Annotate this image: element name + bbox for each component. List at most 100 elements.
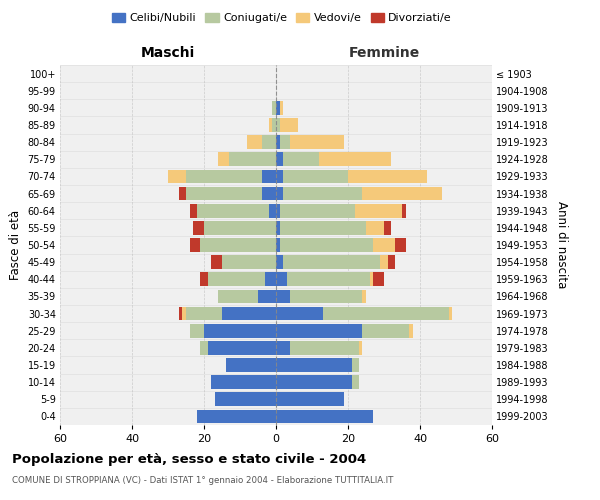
Bar xyxy=(276,221,280,234)
Bar xyxy=(265,272,276,286)
Bar xyxy=(287,272,370,286)
Bar xyxy=(218,152,229,166)
Bar xyxy=(211,376,276,389)
Bar xyxy=(362,186,442,200)
Bar xyxy=(276,272,287,286)
Bar xyxy=(319,152,391,166)
Bar xyxy=(226,358,276,372)
Bar xyxy=(290,136,344,149)
Bar xyxy=(186,306,222,320)
Y-axis label: Fasce di età: Fasce di età xyxy=(9,210,22,280)
Bar xyxy=(197,410,276,424)
Bar xyxy=(276,152,283,166)
Bar xyxy=(366,221,384,234)
Bar xyxy=(272,118,276,132)
Bar xyxy=(276,290,290,304)
Bar xyxy=(276,324,362,338)
Text: COMUNE DI STROPPIANA (VC) - Dati ISTAT 1° gennaio 2004 - Elaborazione TUTTITALIA: COMUNE DI STROPPIANA (VC) - Dati ISTAT 1… xyxy=(12,476,394,485)
Bar xyxy=(218,290,258,304)
Bar xyxy=(229,152,276,166)
Bar xyxy=(290,290,362,304)
Bar xyxy=(262,186,276,200)
Bar xyxy=(370,272,373,286)
Bar xyxy=(186,186,262,200)
Bar xyxy=(200,272,208,286)
Bar xyxy=(190,324,204,338)
Bar xyxy=(222,256,276,269)
Bar xyxy=(280,118,298,132)
Bar xyxy=(182,306,186,320)
Bar xyxy=(280,204,355,218)
Bar xyxy=(280,221,366,234)
Bar xyxy=(269,118,272,132)
Bar xyxy=(168,170,186,183)
Bar xyxy=(179,186,186,200)
Bar xyxy=(276,306,323,320)
Bar xyxy=(262,170,276,183)
Bar xyxy=(355,204,402,218)
Bar xyxy=(276,256,283,269)
Bar xyxy=(402,204,406,218)
Bar xyxy=(276,358,352,372)
Bar xyxy=(352,376,359,389)
Bar xyxy=(449,306,452,320)
Bar xyxy=(362,290,366,304)
Bar xyxy=(247,136,262,149)
Bar xyxy=(276,118,280,132)
Bar xyxy=(190,238,200,252)
Bar xyxy=(186,170,262,183)
Bar xyxy=(283,170,348,183)
Bar xyxy=(276,186,283,200)
Bar xyxy=(276,170,283,183)
Bar xyxy=(373,238,395,252)
Bar xyxy=(190,204,197,218)
Bar xyxy=(362,324,409,338)
Bar xyxy=(395,238,406,252)
Bar xyxy=(215,392,276,406)
Y-axis label: Anni di nascita: Anni di nascita xyxy=(556,202,568,288)
Bar xyxy=(388,256,395,269)
Bar xyxy=(380,256,388,269)
Bar xyxy=(272,101,276,114)
Bar xyxy=(208,272,265,286)
Bar xyxy=(290,341,359,354)
Bar xyxy=(283,186,362,200)
Bar xyxy=(359,341,362,354)
Bar xyxy=(211,256,222,269)
Bar xyxy=(409,324,413,338)
Bar xyxy=(204,221,276,234)
Bar xyxy=(208,341,276,354)
Bar xyxy=(283,256,380,269)
Text: Femmine: Femmine xyxy=(349,46,419,60)
Bar xyxy=(200,341,208,354)
Bar xyxy=(197,204,269,218)
Bar xyxy=(283,152,319,166)
Legend: Celibi/Nubili, Coniugati/e, Vedovi/e, Divorziati/e: Celibi/Nubili, Coniugati/e, Vedovi/e, Di… xyxy=(107,8,457,28)
Bar xyxy=(276,392,344,406)
Bar xyxy=(348,170,427,183)
Bar xyxy=(179,306,182,320)
Bar xyxy=(276,238,280,252)
Bar xyxy=(280,101,283,114)
Bar xyxy=(204,324,276,338)
Bar xyxy=(280,238,373,252)
Bar xyxy=(276,410,373,424)
Bar xyxy=(262,136,276,149)
Bar xyxy=(193,221,204,234)
Bar xyxy=(276,341,290,354)
Bar xyxy=(258,290,276,304)
Bar xyxy=(276,376,352,389)
Bar xyxy=(222,306,276,320)
Bar xyxy=(276,136,280,149)
Bar xyxy=(280,136,290,149)
Bar xyxy=(276,101,280,114)
Bar xyxy=(200,238,276,252)
Bar xyxy=(352,358,359,372)
Text: Popolazione per età, sesso e stato civile - 2004: Popolazione per età, sesso e stato civil… xyxy=(12,452,366,466)
Bar xyxy=(276,204,280,218)
Bar xyxy=(269,204,276,218)
Bar xyxy=(373,272,384,286)
Text: Maschi: Maschi xyxy=(141,46,195,60)
Bar xyxy=(323,306,449,320)
Bar xyxy=(384,221,391,234)
